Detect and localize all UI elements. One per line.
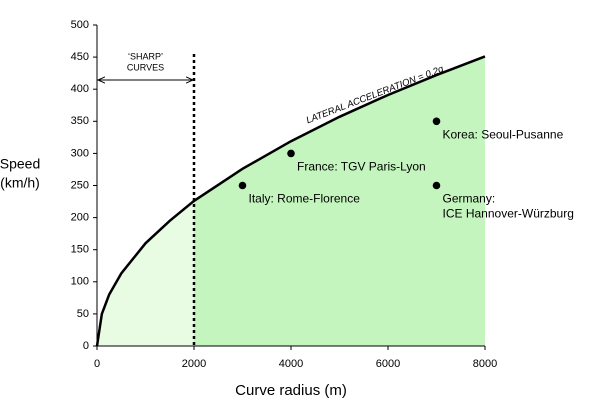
y-tick-label: 450	[71, 51, 89, 63]
y-tick-label: 100	[71, 276, 89, 288]
y-tick-label: 250	[71, 179, 89, 191]
route-label: France: TGV Paris-Lyon	[297, 160, 426, 174]
y-tick-label: 50	[77, 308, 89, 320]
y-tick-label: 150	[71, 244, 89, 256]
y-tick-label: 300	[71, 147, 89, 159]
x-tick-label: 6000	[376, 358, 400, 370]
x-tick-label: 0	[94, 358, 100, 370]
x-axis-label: Curve radius (m)	[235, 382, 347, 399]
route-label: Italy: Rome-Florence	[249, 192, 361, 206]
y-tick-label: 200	[71, 212, 89, 224]
route-label: ICE Hannover-Würzburg	[443, 207, 574, 221]
route-label: Germany:	[443, 192, 496, 206]
y-tick-label: 400	[71, 83, 89, 95]
route-point	[287, 149, 295, 158]
y-axis-label: (km/h)	[0, 175, 40, 191]
x-tick-label: 8000	[473, 358, 497, 370]
speed-curve	[95, 55, 486, 347]
route-point	[432, 181, 441, 190]
route-point	[432, 117, 441, 126]
route-label: Korea: Seoul-Pusanne	[443, 127, 564, 141]
y-axis-label: Speed	[0, 156, 40, 172]
y-tick-label: 350	[71, 115, 89, 127]
sharp-label: CURVES	[127, 62, 164, 72]
route-point	[238, 181, 247, 190]
x-tick-label: 4000	[279, 358, 303, 370]
sharp-label: ‘SHARP’	[128, 51, 163, 61]
y-tick-label: 500	[71, 19, 89, 31]
safe-area	[194, 56, 485, 346]
x-tick-label: 2000	[182, 358, 206, 370]
y-tick-label: 0	[83, 340, 89, 352]
sharp-area	[97, 200, 194, 346]
